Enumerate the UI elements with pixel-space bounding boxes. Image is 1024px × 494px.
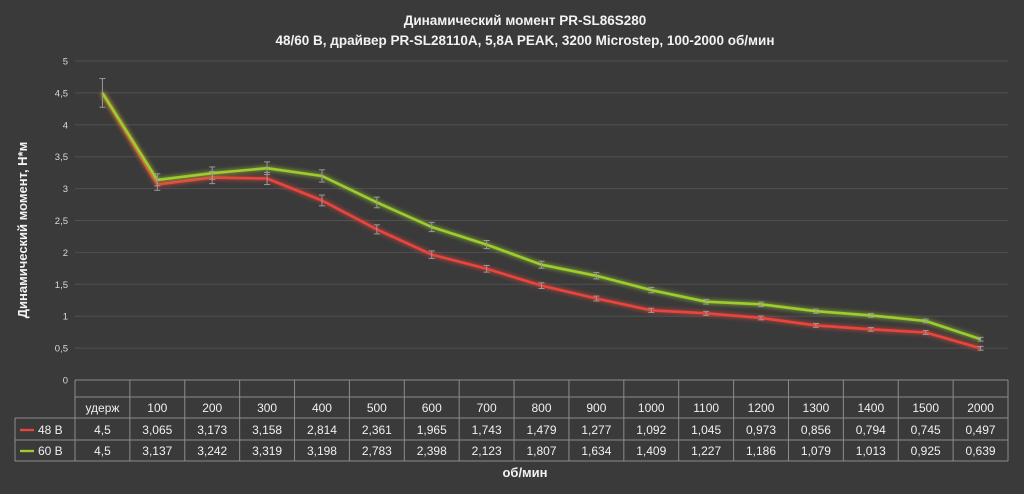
series-line-1 — [101, 92, 982, 341]
data-label: 2,783 — [362, 444, 392, 458]
data-label: 2,123 — [472, 444, 502, 458]
x-category-label: 2000 — [967, 401, 994, 415]
x-category-label: 600 — [422, 401, 442, 415]
data-label: 4,5 — [94, 444, 111, 458]
y-tick-label: 1 — [63, 312, 68, 323]
data-label: 2,814 — [307, 423, 337, 437]
data-label: 3,319 — [252, 444, 282, 458]
data-label: 0,497 — [966, 423, 996, 437]
data-label: 1,013 — [856, 444, 886, 458]
x-category-label: 1400 — [857, 401, 884, 415]
error-bars — [99, 78, 984, 351]
x-category-label: 300 — [257, 401, 277, 415]
data-label: 0,639 — [966, 444, 996, 458]
data-label: 0,745 — [911, 423, 941, 437]
gridlines — [75, 60, 1008, 349]
x-category-label: 1100 — [693, 401, 719, 415]
y-tick-label: 5 — [63, 57, 68, 68]
data-label: 1,965 — [417, 423, 447, 437]
data-label: 1,277 — [581, 423, 611, 437]
data-table: удерж 100 200 300 400 500 600 700 800 900 1000 1100… — [14, 379, 1009, 462]
data-label: 2,398 — [417, 444, 447, 458]
x-category-label: 700 — [477, 401, 497, 415]
y-tick-label: 2,5 — [55, 216, 68, 227]
x-category-label: 500 — [367, 401, 387, 415]
x-category-label: 1000 — [638, 401, 665, 415]
data-label: 0,925 — [911, 444, 941, 458]
data-label: 1,186 — [746, 444, 776, 458]
legend-label-0: 48 В — [38, 423, 63, 437]
x-category-label: 100 — [147, 401, 167, 415]
data-label: 1,079 — [801, 444, 831, 458]
data-label: 1,807 — [526, 444, 556, 458]
y-tick-label: 0,5 — [55, 344, 68, 355]
data-label: 1,092 — [636, 423, 666, 437]
x-category-label: 1200 — [748, 401, 775, 415]
data-label: 2,361 — [362, 423, 392, 437]
y-tick-label: 4 — [63, 120, 68, 131]
data-label: 1,479 — [526, 423, 556, 437]
data-label: 1,743 — [472, 423, 502, 437]
data-label: 1,045 — [691, 423, 721, 437]
x-category-label: 400 — [312, 401, 332, 415]
y-tick-label: 3,5 — [55, 152, 68, 163]
data-label: 4,5 — [94, 423, 111, 437]
x-category-label: 200 — [202, 401, 222, 415]
data-label: 1,409 — [636, 444, 666, 458]
y-tick-label: 2 — [63, 248, 68, 259]
x-category-label: 800 — [531, 401, 551, 415]
y-tick-label: 4,5 — [55, 88, 68, 99]
data-label: 3,065 — [142, 423, 172, 437]
data-label: 3,198 — [307, 444, 337, 458]
data-label: 1,634 — [581, 444, 611, 458]
data-label: 3,173 — [197, 423, 227, 437]
y-axis-title: Динамический момент, Н*м — [15, 142, 30, 318]
y-tick-labels: 0 0,5 1 1,5 2 2,5 3 3,5 4 4,5 5 — [55, 57, 68, 387]
chart-subtitle: 48/60 В, драйвер PR-SL28110A, 5,8A PEAK,… — [276, 33, 775, 48]
x-axis-title: об/мин — [502, 465, 547, 480]
x-category-label: 1300 — [803, 401, 830, 415]
x-category-label: 1500 — [912, 401, 939, 415]
data-label: 3,137 — [142, 444, 172, 458]
data-label: 3,242 — [197, 444, 227, 458]
y-tick-label: 3 — [63, 184, 68, 195]
x-category-label: 900 — [586, 401, 606, 415]
data-label: 3,158 — [252, 423, 282, 437]
x-category-label: удерж — [85, 401, 119, 415]
y-tick-label: 0 — [63, 376, 68, 387]
chart-title: Динамический момент PR-SL86S280 — [404, 13, 647, 28]
y-tick-label: 1,5 — [55, 280, 68, 291]
data-label: 0,856 — [801, 423, 831, 437]
data-label: 0,973 — [746, 423, 776, 437]
legend-label-1: 60 В — [38, 444, 63, 458]
data-label: 0,794 — [856, 423, 886, 437]
data-label: 1,227 — [691, 444, 721, 458]
